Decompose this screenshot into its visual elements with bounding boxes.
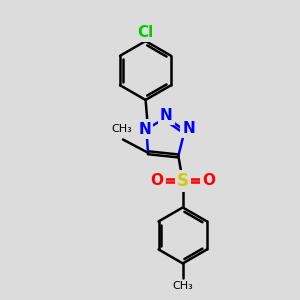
- Text: Cl: Cl: [137, 25, 154, 40]
- Text: S: S: [177, 172, 189, 190]
- Text: CH₃: CH₃: [172, 281, 193, 291]
- Text: N: N: [160, 108, 172, 123]
- Text: O: O: [151, 173, 164, 188]
- Text: CH₃: CH₃: [111, 124, 132, 134]
- Text: N: N: [139, 122, 151, 136]
- Text: O: O: [202, 173, 215, 188]
- Text: N: N: [182, 121, 195, 136]
